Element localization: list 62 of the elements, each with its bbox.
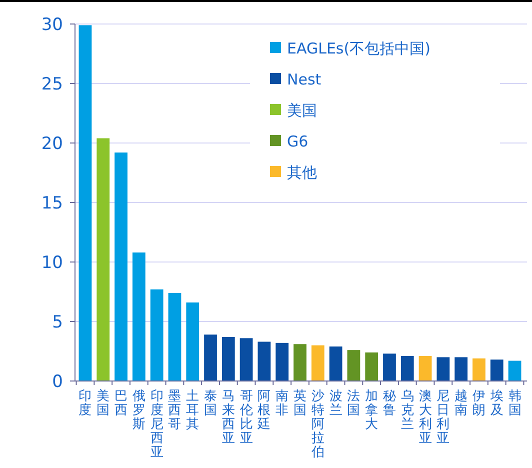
bar (114, 152, 128, 381)
x-tick-label: 埃及 (489, 389, 504, 418)
x-tick-label: 哥伦比亚 (240, 389, 253, 446)
x-tick-label: 法国 (347, 389, 360, 418)
bar (294, 344, 306, 381)
bar (204, 334, 217, 381)
x-tick-label: 巴西 (114, 389, 128, 418)
x-tick-label: 沙特阿拉伯 (310, 389, 324, 460)
bar (240, 338, 253, 381)
y-tick-label: 0 (52, 372, 63, 392)
bar (454, 357, 468, 381)
x-tick-label: 英国 (294, 389, 306, 418)
x-tick-label: 越南 (454, 389, 468, 418)
x-tick-label: 加拿大 (365, 389, 378, 432)
x-tick-label: 澳大利亚 (418, 389, 432, 446)
x-tick-label: 南非 (276, 389, 289, 418)
bar (400, 356, 414, 381)
y-tick-label: 20 (41, 134, 63, 154)
bar (418, 356, 432, 381)
bar (347, 350, 360, 381)
bar (96, 138, 110, 381)
y-tick-label: 25 (41, 74, 63, 94)
bar (383, 354, 396, 381)
x-tick-label: 尼日利亚 (436, 389, 450, 446)
bar (222, 336, 235, 381)
x-tick-label: 伊朗 (472, 389, 486, 418)
bar (150, 289, 164, 381)
x-tick-label: 印度尼西亚 (150, 389, 164, 460)
x-tick-label: 俄罗斯 (132, 389, 146, 432)
x-tick-label: 泰国 (204, 389, 218, 418)
y-tick-label: 10 (41, 252, 63, 273)
legend-label: Nest (287, 70, 322, 88)
legend-label: G6 (287, 132, 308, 150)
bar (311, 345, 324, 381)
bar (132, 252, 146, 381)
y-tick-label: 5 (52, 312, 63, 332)
x-tick-label: 墨西哥 (168, 389, 182, 432)
x-tick-label: 印度 (78, 389, 92, 418)
bar (168, 292, 182, 381)
bar (186, 302, 200, 381)
legend-label: 其他 (287, 163, 317, 182)
bar (78, 25, 92, 381)
x-tick-label: 阿根廷 (256, 389, 271, 432)
bar (436, 357, 450, 381)
x-tick-label: 美国 (96, 388, 110, 418)
bar (258, 342, 271, 381)
bar (276, 342, 289, 381)
x-tick-label: 乌克兰 (400, 389, 414, 432)
x-tick-label: 韩国 (508, 389, 522, 418)
bar (329, 346, 342, 381)
x-tick-label: 波兰 (329, 389, 342, 418)
y-tick-label: 30 (41, 14, 63, 35)
x-tick-label: 马来西亚 (222, 389, 235, 446)
bar (490, 360, 504, 381)
x-tick-label: 秘鲁 (382, 389, 396, 418)
bar (365, 352, 378, 381)
bar (472, 358, 486, 381)
legend-label: EAGLEs(不包括中国) (287, 39, 430, 58)
y-tick-label: 15 (41, 193, 63, 214)
x-tick-label: 土耳其 (186, 389, 200, 432)
bar (508, 360, 522, 381)
legend-label: 美国 (287, 101, 317, 120)
